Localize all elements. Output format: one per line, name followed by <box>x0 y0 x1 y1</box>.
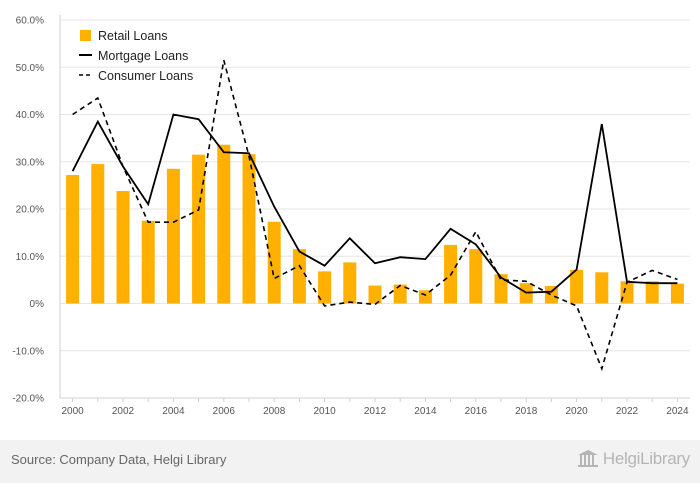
bars-layer <box>66 144 684 304</box>
y-tick-label: 40.0% <box>16 110 44 121</box>
x-tick-label: 2018 <box>515 406 538 417</box>
bar-retail-loans-2011 <box>343 262 357 304</box>
y-axis-ticks: 60.0% 50.0% 40.0% 30.0% 20.0% 10.0% 0% -10.0% -2… <box>12 16 44 405</box>
legend-label-consumer-loans: Consumer Loans <box>98 69 193 83</box>
y-tick-label: 0% <box>30 299 45 310</box>
x-tick-label: 2008 <box>263 406 286 417</box>
x-tick-label: 2012 <box>364 406 387 417</box>
bar-retail-loans-2002 <box>116 191 130 304</box>
legend: Retail Loans Mortgage Loans Consumer Loa… <box>79 29 193 83</box>
x-tick-label: 2002 <box>112 406 135 417</box>
x-tick-label: 2006 <box>213 406 236 417</box>
bar-retail-loans-2017 <box>494 274 508 304</box>
bar-retail-loans-2020 <box>570 269 584 304</box>
line-mortgage-loans <box>71 113 678 294</box>
x-tick-label: 2010 <box>313 406 336 417</box>
legend-swatch-retail-loans <box>80 30 91 41</box>
bar-retail-loans-2013 <box>393 284 407 304</box>
y-tick-label: 30.0% <box>16 157 44 168</box>
bar-retail-loans-2007 <box>242 154 256 304</box>
legend-label-mortgage-loans: Mortgage Loans <box>98 49 188 63</box>
chart-svg: 60.0% 50.0% 40.0% 30.0% 20.0% 10.0% 0% -10.0% -2… <box>12 15 690 417</box>
bar-retail-loans-2005 <box>192 154 206 304</box>
y-tick-label: 60.0% <box>16 16 44 27</box>
bar-retail-loans-2009 <box>292 249 306 304</box>
y-tick-label: -20.0% <box>12 394 44 405</box>
bar-retail-loans-2021 <box>595 272 609 304</box>
bar-retail-loans-2022 <box>620 281 634 304</box>
y-tick-label: 50.0% <box>16 63 44 74</box>
bar-retail-loans-2012 <box>368 285 382 304</box>
chart-area: 60.0% 50.0% 40.0% 30.0% 20.0% 10.0% 0% -10.0% -2… <box>12 15 690 417</box>
x-axis-ticks: 2000 2002 2004 2006 2008 2010 2012 2014 2016 2018… <box>61 398 689 417</box>
bar-retail-loans-2008 <box>267 221 281 304</box>
bar-retail-loans-2024 <box>670 283 684 304</box>
footer: Source: Company Data, Helgi Library Helg… <box>0 440 700 483</box>
x-tick-label: 2014 <box>414 406 437 417</box>
bar-retail-loans-2001 <box>91 164 105 304</box>
y-tick-label: 10.0% <box>16 252 44 263</box>
library-icon <box>577 450 598 467</box>
y-tick-label: -10.0% <box>12 346 44 357</box>
x-tick-label: 2016 <box>465 406 488 417</box>
bar-retail-loans-2004 <box>166 168 180 304</box>
x-tick-label: 2020 <box>565 406 588 417</box>
bar-retail-loans-2019 <box>544 286 558 304</box>
x-tick-label: 2024 <box>666 406 689 417</box>
source-text: Source: Company Data, Helgi Library <box>11 452 227 467</box>
x-tick-label: 2022 <box>616 406 639 417</box>
brand-name: HelgiLibrary <box>602 449 690 468</box>
bar-retail-loans-2000 <box>66 174 80 304</box>
bar-retail-loans-2023 <box>645 281 659 304</box>
x-tick-label: 2000 <box>61 406 84 417</box>
y-tick-label: 20.0% <box>16 205 44 216</box>
lines-layer <box>71 59 678 372</box>
x-tick-label: 2004 <box>162 406 185 417</box>
bar-retail-loans-2016 <box>469 249 483 304</box>
legend-label-retail-loans: Retail Loans <box>98 29 168 43</box>
bar-retail-loans-2003 <box>141 220 155 304</box>
line-consumer-loans <box>72 59 678 372</box>
bar-retail-loans-2006 <box>217 144 231 304</box>
bar-retail-loans-2010 <box>318 271 332 304</box>
brand-logo: HelgiLibrary <box>577 449 690 469</box>
